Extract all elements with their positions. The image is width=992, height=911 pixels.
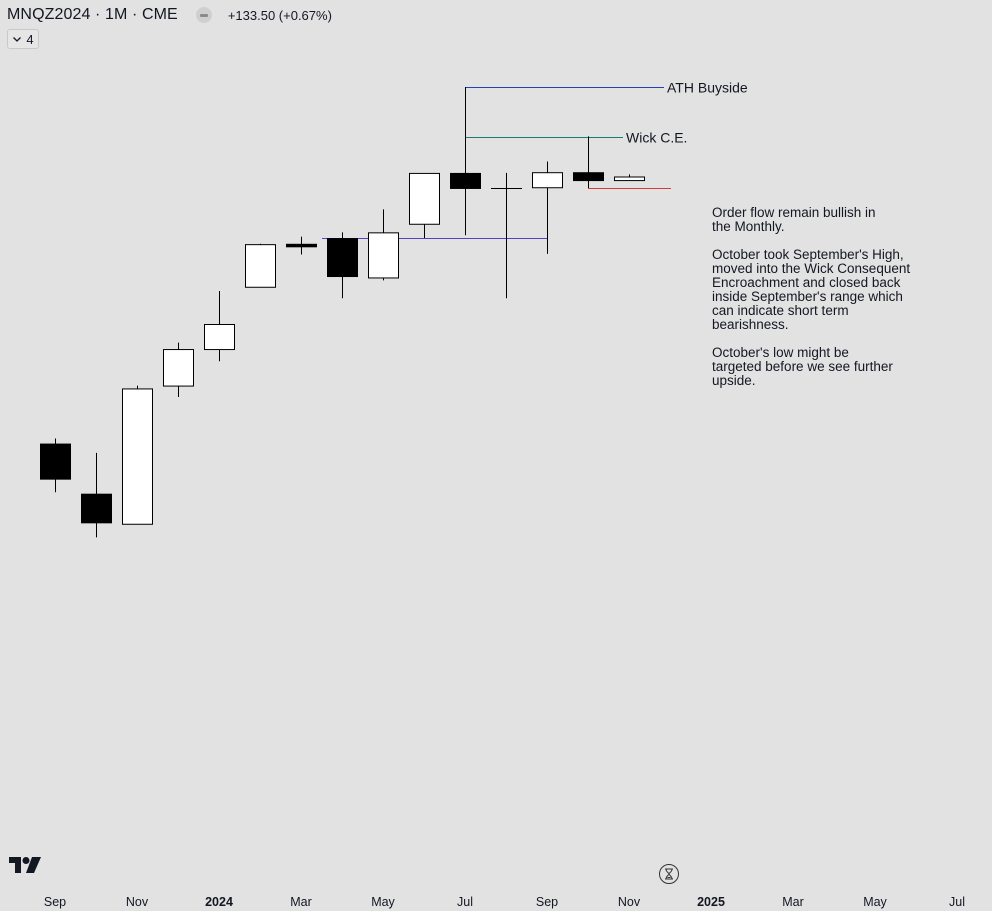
candle-body <box>286 243 317 248</box>
level-label: Wick C.E. <box>626 130 687 146</box>
candle-body <box>614 176 645 182</box>
annotation-text: Order flow remain bullish in the Monthly. <box>712 205 876 234</box>
chevron-down-icon <box>13 37 22 42</box>
candle-body <box>573 172 604 182</box>
tradingview-logo-icon[interactable] <box>9 857 41 875</box>
x-axis-label: Nov <box>618 895 641 909</box>
x-axis-label: May <box>371 895 395 909</box>
x-axis-label: Jul <box>949 895 965 909</box>
candle-body <box>327 238 358 278</box>
x-axis-label: 2025 <box>697 895 725 909</box>
indicators-count: 4 <box>26 31 34 47</box>
candle-body <box>204 323 235 351</box>
candle-body <box>532 172 563 189</box>
candle-body <box>409 172 440 225</box>
x-axis-label: May <box>863 895 887 909</box>
price-change: +133.50 (+0.67%) <box>227 7 332 23</box>
symbol-title[interactable]: MNQZ2024 · 1M · CME <box>7 6 178 23</box>
indicators-toggle-button[interactable]: 4 <box>7 29 39 49</box>
x-axis-label: Mar <box>290 895 312 909</box>
candle-body <box>40 443 71 480</box>
level-label: ATH Buyside <box>667 80 748 96</box>
candle-body <box>122 388 153 525</box>
candle-body <box>450 172 481 189</box>
candle-body <box>245 244 276 288</box>
candle-body <box>163 349 194 387</box>
candle-body <box>81 493 112 524</box>
x-axis-label: Mar <box>782 895 804 909</box>
x-axis-label: Nov <box>126 895 149 909</box>
annotation-text: October's low might be targeted before we… <box>712 345 893 388</box>
x-axis-label: Sep <box>536 895 558 909</box>
x-axis-label: Sep <box>44 895 66 909</box>
hourglass-icon[interactable] <box>659 864 679 884</box>
candle-body <box>368 232 399 279</box>
annotation-text: October took September's High, moved into… <box>712 247 910 332</box>
market-status-icon[interactable] <box>195 7 212 23</box>
chart-header: MNQZ2024 · 1M · CME +133.50 (+0.67%) <box>7 4 332 26</box>
x-axis-label: Jul <box>457 895 473 909</box>
x-axis-label: 2024 <box>205 895 233 909</box>
